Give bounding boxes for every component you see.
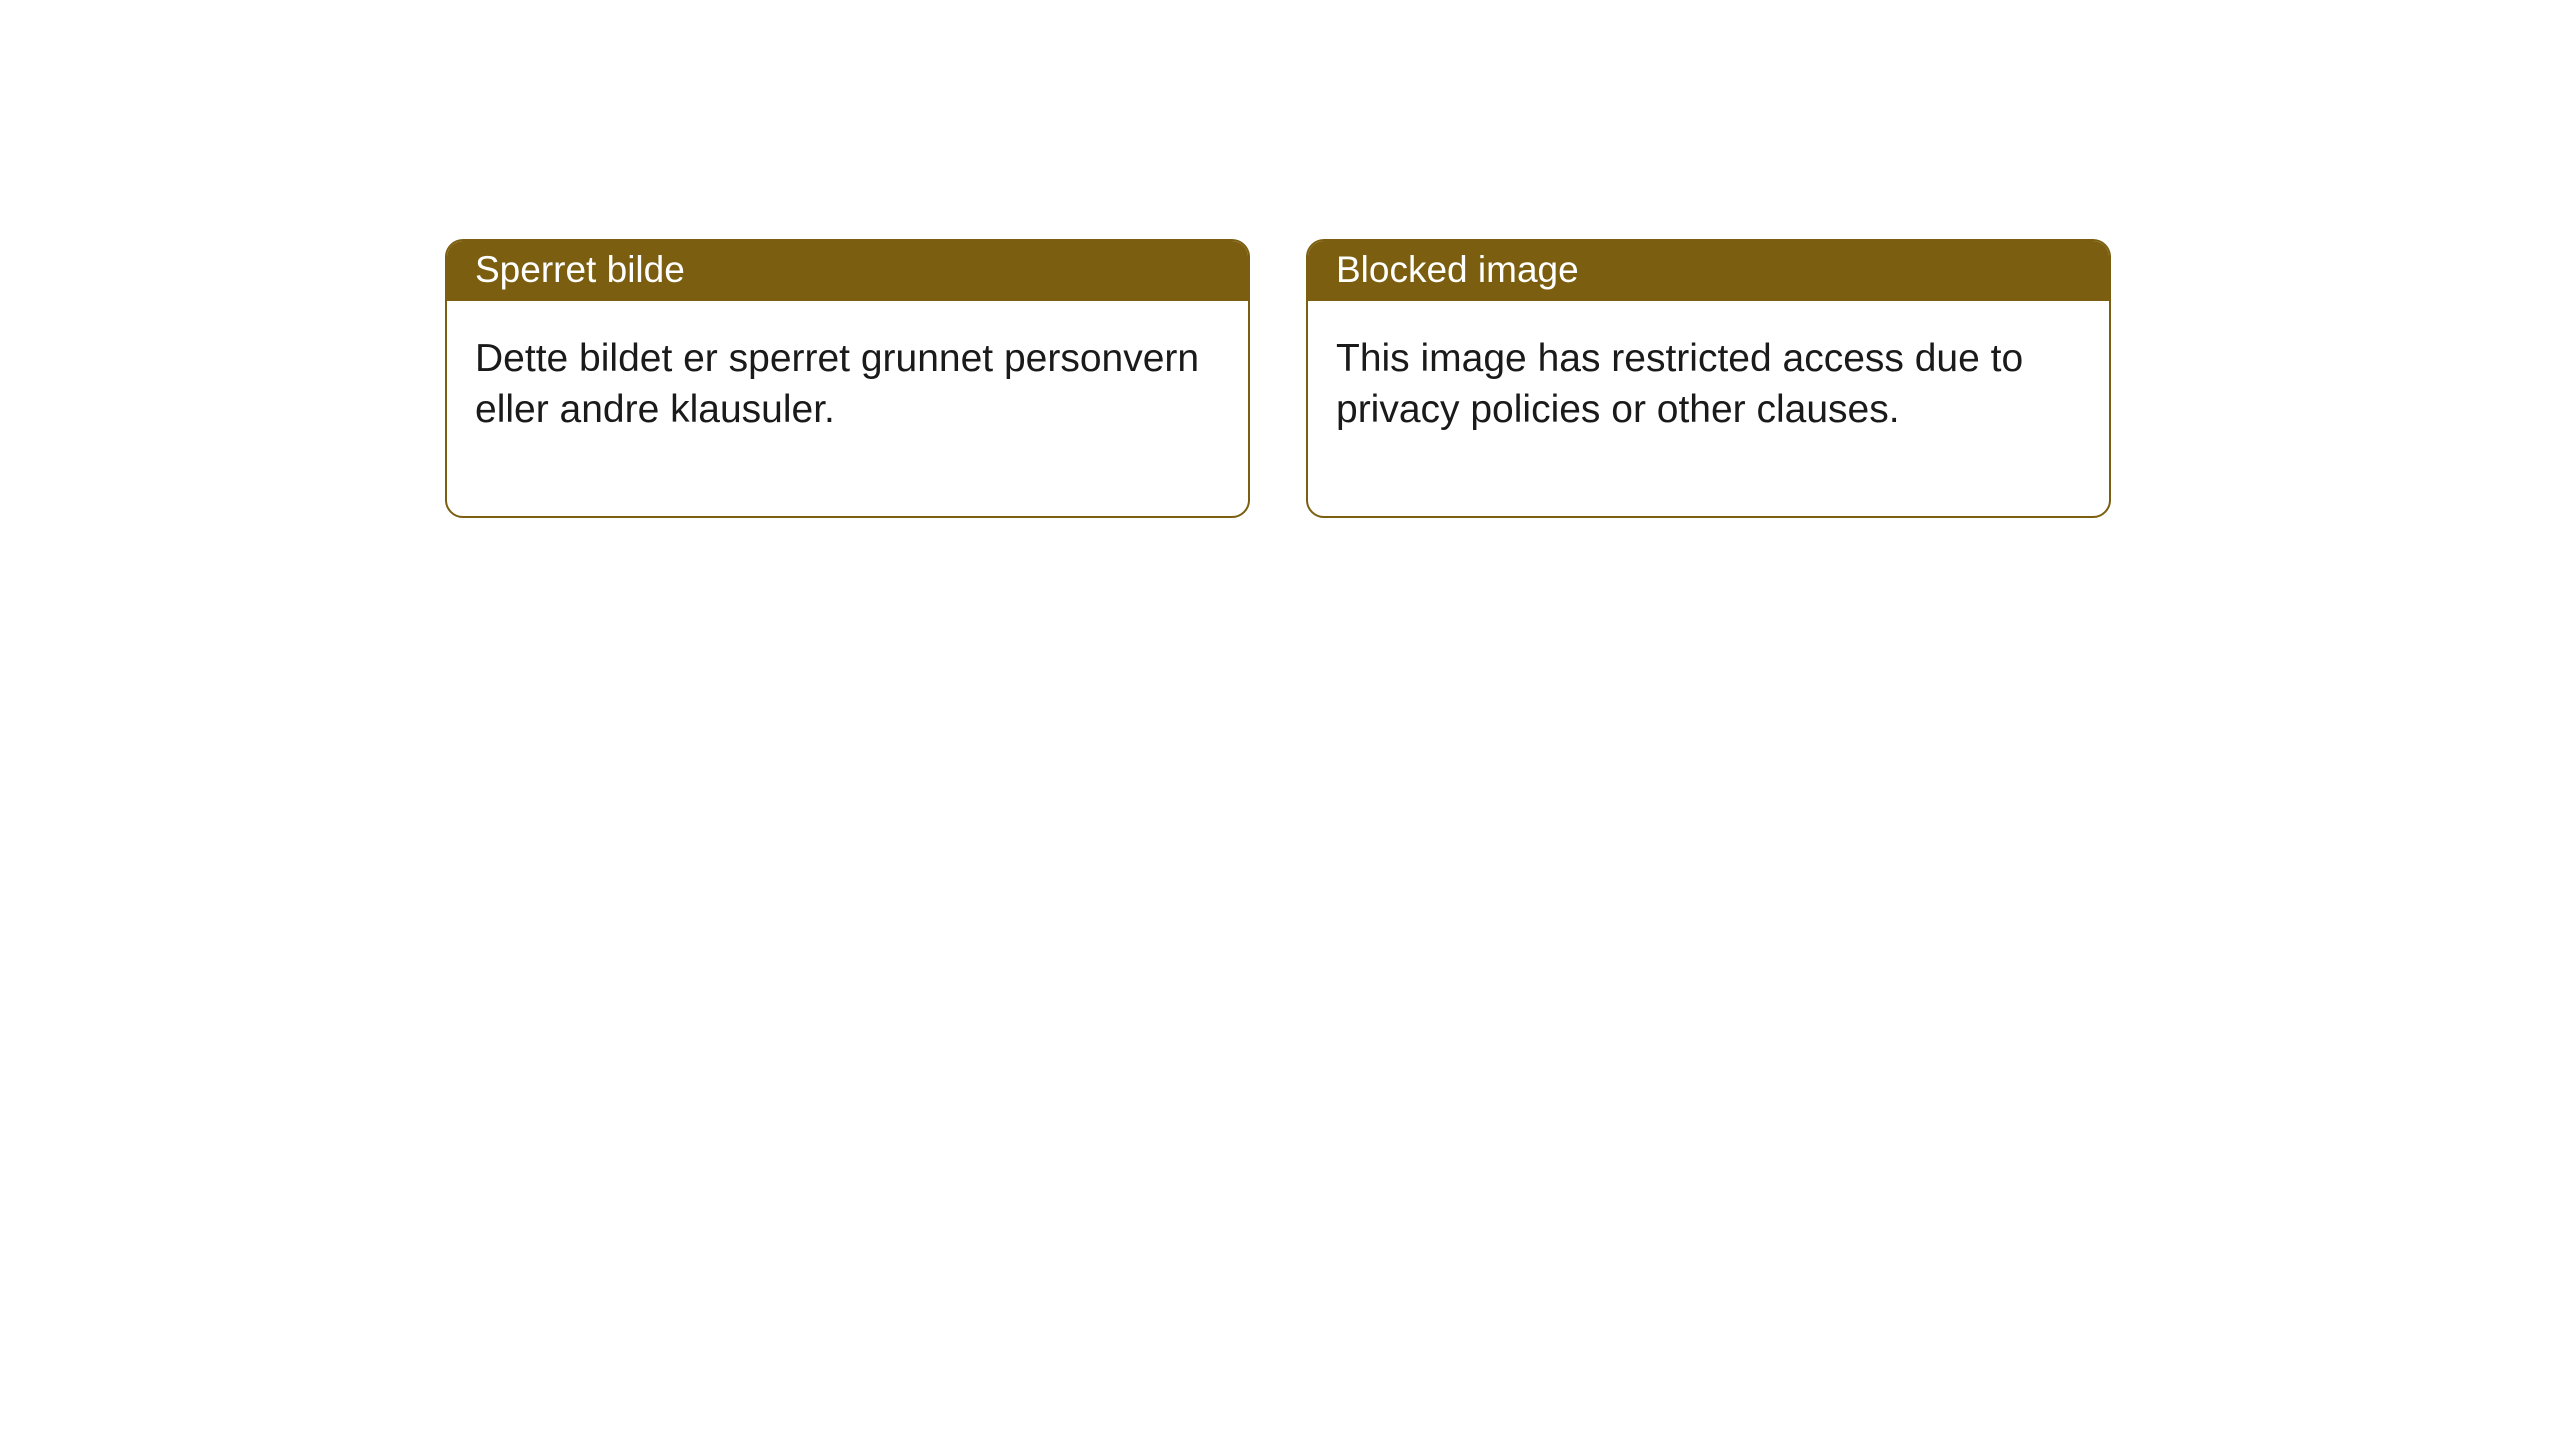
notice-box-english: Blocked image This image has restricted … xyxy=(1306,239,2111,518)
notice-box-norwegian: Sperret bilde Dette bildet er sperret gr… xyxy=(445,239,1250,518)
notice-body-norwegian: Dette bildet er sperret grunnet personve… xyxy=(447,301,1248,516)
notice-body-english: This image has restricted access due to … xyxy=(1308,301,2109,516)
notice-header-norwegian: Sperret bilde xyxy=(447,241,1248,301)
notice-header-english: Blocked image xyxy=(1308,241,2109,301)
notice-container: Sperret bilde Dette bildet er sperret gr… xyxy=(0,0,2560,518)
